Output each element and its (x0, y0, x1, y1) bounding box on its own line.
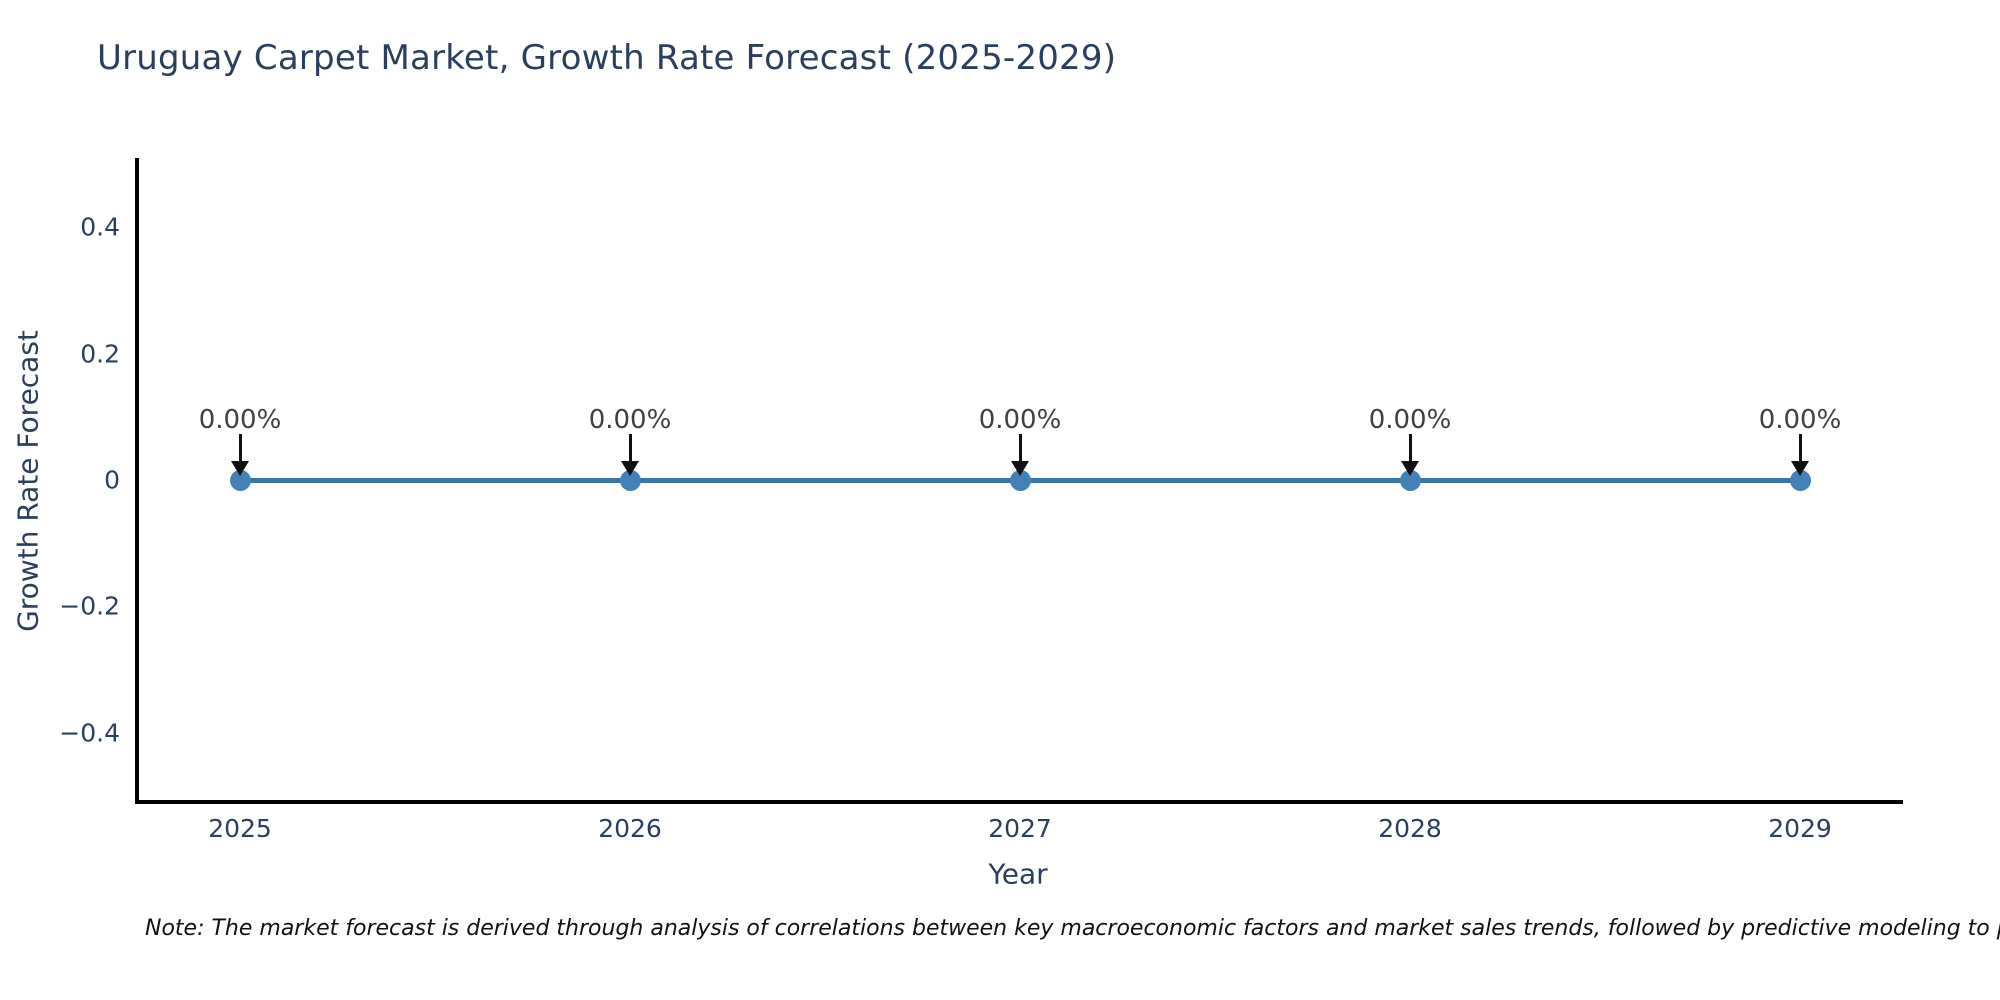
y-tick-label: 0.2 (80, 339, 120, 369)
y-tick-label: 0 (104, 465, 120, 495)
y-tick-label: −0.2 (59, 591, 120, 621)
annotation-arrow-shaft (1798, 434, 1802, 462)
annotation-arrowhead-icon (1791, 461, 1809, 476)
x-tick-label: 2027 (988, 814, 1052, 843)
annotation-arrow-shaft (1018, 434, 1022, 462)
footnote-text: Note: The market forecast is derived thr… (145, 916, 2000, 941)
x-tick-label: 2029 (1768, 814, 1832, 843)
annotation-arrowhead-icon (1011, 461, 1029, 476)
annotation-arrow-shaft (1408, 434, 1412, 462)
point-value-label: 0.00% (978, 405, 1062, 435)
point-value-label: 0.00% (198, 405, 282, 435)
y-tick-label: 0.4 (80, 212, 120, 242)
annotation-arrow-shaft (628, 434, 632, 462)
annotation-arrowhead-icon (1401, 461, 1419, 476)
y-tick-label: −0.4 (59, 718, 120, 748)
annotation-arrowhead-icon (231, 461, 249, 476)
footnote: Note: The market forecast is derived thr… (0, 916, 2000, 941)
x-axis-title: Year (988, 857, 1048, 891)
y-axis-line (135, 158, 139, 804)
annotation-arrowhead-icon (621, 461, 639, 476)
x-tick-label: 2026 (598, 814, 662, 843)
point-value-label: 0.00% (1758, 405, 1842, 435)
chart-title: Uruguay Carpet Market, Growth Rate Forec… (97, 38, 1117, 78)
point-value-label: 0.00% (588, 405, 672, 435)
x-tick-label: 2028 (1378, 814, 1442, 843)
point-value-label: 0.00% (1368, 405, 1452, 435)
annotation-arrow-shaft (238, 434, 242, 462)
x-axis-line (135, 800, 1903, 804)
x-tick-label: 2025 (208, 814, 272, 843)
